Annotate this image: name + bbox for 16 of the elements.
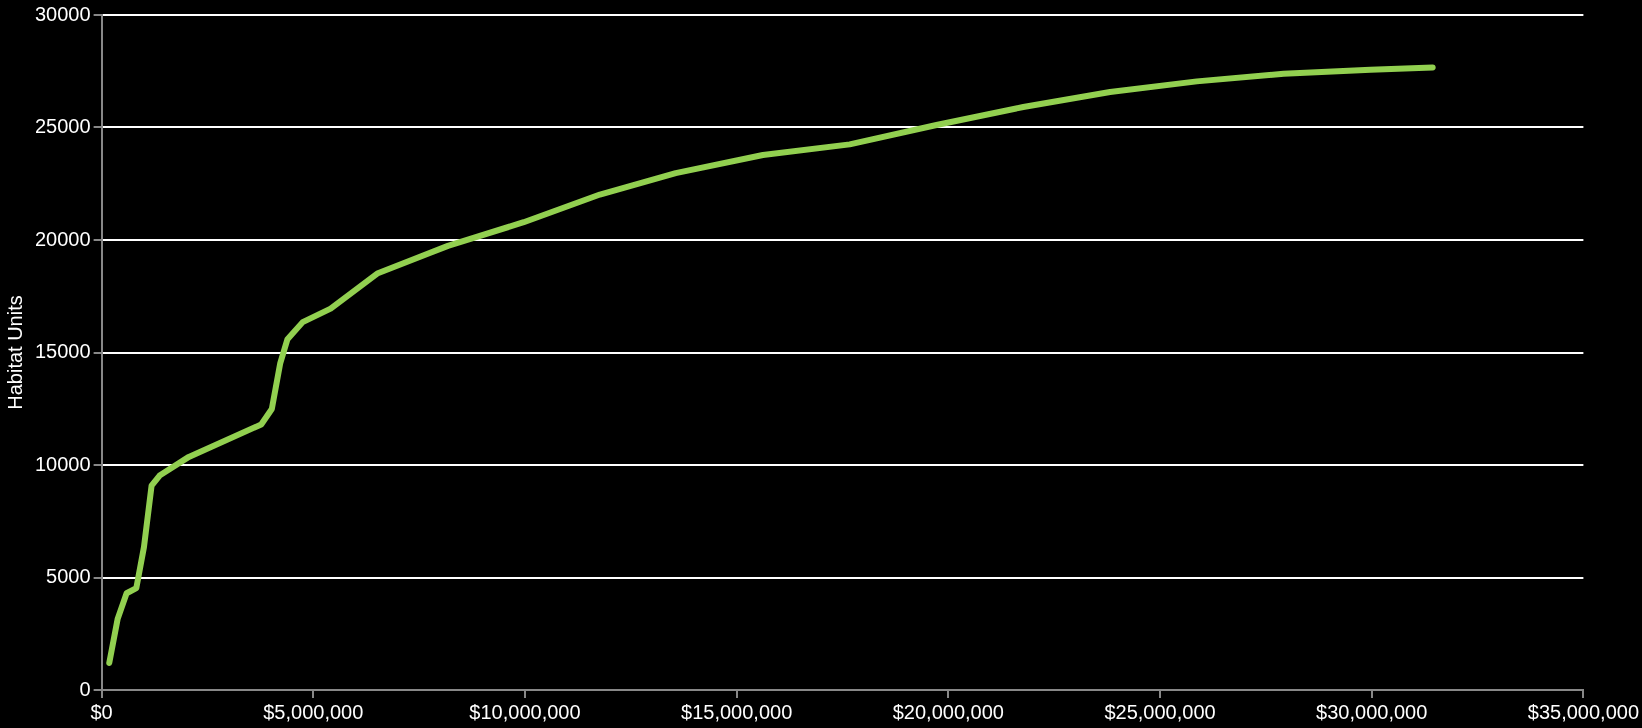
y-tick-label: 10000 bbox=[34, 452, 91, 475]
x-tick-label: $30,000,000 bbox=[1316, 700, 1428, 723]
y-tick-label: 5000 bbox=[46, 565, 91, 588]
x-tick-label: $25,000,000 bbox=[1104, 700, 1216, 723]
x-tick-label: $20,000,000 bbox=[892, 700, 1004, 723]
x-tick-label: $0 bbox=[90, 700, 113, 723]
y-tick-label: 30000 bbox=[34, 2, 91, 25]
x-tick-label: $35,000,000 bbox=[1527, 700, 1640, 723]
y-tick-label: 25000 bbox=[34, 115, 91, 138]
x-tick-label: $5,000,000 bbox=[263, 700, 364, 723]
x-tick-label: $10,000,000 bbox=[469, 700, 581, 723]
x-tick-label: $15,000,000 bbox=[681, 700, 793, 723]
y-tick-label: 20000 bbox=[34, 227, 91, 250]
y-tick-label: 15000 bbox=[34, 340, 91, 363]
y-tick-label: 0 bbox=[79, 677, 91, 700]
y-axis-title: Habitat Units bbox=[3, 295, 26, 410]
